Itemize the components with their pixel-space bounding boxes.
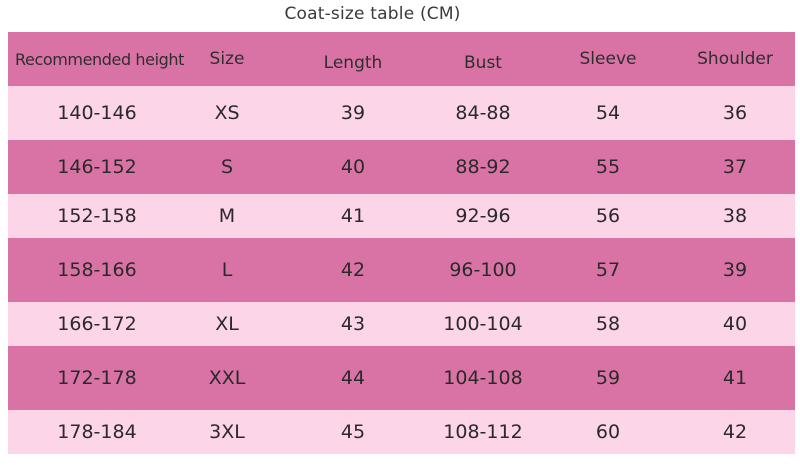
cell-size: XL bbox=[215, 313, 239, 335]
cell-length: 41 bbox=[340, 205, 366, 227]
cell-length: 39 bbox=[340, 102, 366, 124]
cell-length: 42 bbox=[340, 259, 366, 281]
cell-shoulder: 36 bbox=[722, 102, 748, 124]
table-row: 158-166 L 42 96-100 57 39 bbox=[8, 238, 795, 302]
cell-shoulder: 41 bbox=[722, 367, 748, 389]
table-row: 140-146 XS 39 84-88 54 36 bbox=[8, 86, 795, 140]
cell-bust: 92-96 bbox=[455, 205, 511, 227]
cell-sleeve: 54 bbox=[595, 102, 621, 124]
cell-height: 140-146 bbox=[57, 102, 137, 124]
table-row: 146-152 S 40 88-92 55 37 bbox=[8, 140, 795, 194]
cell-shoulder: 42 bbox=[722, 421, 748, 443]
cell-height: 166-172 bbox=[57, 313, 137, 335]
cell-shoulder: 39 bbox=[722, 259, 748, 281]
table-header-row: Recommended height Size Length Bust Slee… bbox=[8, 32, 795, 86]
cell-height: 158-166 bbox=[57, 259, 137, 281]
cell-size: L bbox=[221, 259, 233, 281]
header-size: Size bbox=[209, 49, 245, 69]
cell-sleeve: 55 bbox=[595, 156, 621, 178]
cell-shoulder: 38 bbox=[722, 205, 748, 227]
cell-bust: 96-100 bbox=[449, 259, 517, 281]
cell-length: 40 bbox=[340, 156, 366, 178]
cell-bust: 100-104 bbox=[443, 313, 523, 335]
cell-height: 152-158 bbox=[57, 205, 137, 227]
cell-bust: 108-112 bbox=[443, 421, 523, 443]
cell-sleeve: 60 bbox=[595, 421, 621, 443]
cell-shoulder: 37 bbox=[722, 156, 748, 178]
cell-sleeve: 59 bbox=[595, 367, 621, 389]
header-shoulder: Shoulder bbox=[697, 49, 773, 69]
cell-sleeve: 56 bbox=[595, 205, 621, 227]
size-table: Recommended height Size Length Bust Slee… bbox=[8, 32, 795, 454]
cell-size: S bbox=[220, 156, 234, 178]
header-bust: Bust bbox=[464, 53, 502, 73]
cell-height: 146-152 bbox=[57, 156, 137, 178]
cell-size: XXL bbox=[208, 367, 246, 389]
cell-length: 43 bbox=[340, 313, 366, 335]
cell-size: XS bbox=[214, 102, 240, 124]
table-row: 172-178 XXL 44 104-108 59 41 bbox=[8, 346, 795, 410]
cell-sleeve: 58 bbox=[595, 313, 621, 335]
cell-length: 44 bbox=[340, 367, 366, 389]
cell-height: 172-178 bbox=[57, 367, 137, 389]
table-title: Coat-size table (CM) bbox=[284, 4, 461, 24]
cell-size: M bbox=[218, 205, 236, 227]
header-length: Length bbox=[323, 53, 383, 73]
header-recommended-height: Recommended height bbox=[15, 49, 185, 69]
cell-sleeve: 57 bbox=[595, 259, 621, 281]
cell-size: 3XL bbox=[209, 421, 245, 443]
cell-bust: 88-92 bbox=[455, 156, 511, 178]
table-row: 178-184 3XL 45 108-112 60 42 bbox=[8, 410, 795, 454]
table-row: 166-172 XL 43 100-104 58 40 bbox=[8, 302, 795, 346]
cell-height: 178-184 bbox=[57, 421, 137, 443]
header-sleeve: Sleeve bbox=[579, 49, 637, 69]
cell-bust: 104-108 bbox=[443, 367, 523, 389]
cell-shoulder: 40 bbox=[722, 313, 748, 335]
cell-length: 45 bbox=[340, 421, 366, 443]
table-row: 152-158 M 41 92-96 56 38 bbox=[8, 194, 795, 238]
cell-bust: 84-88 bbox=[455, 102, 511, 124]
